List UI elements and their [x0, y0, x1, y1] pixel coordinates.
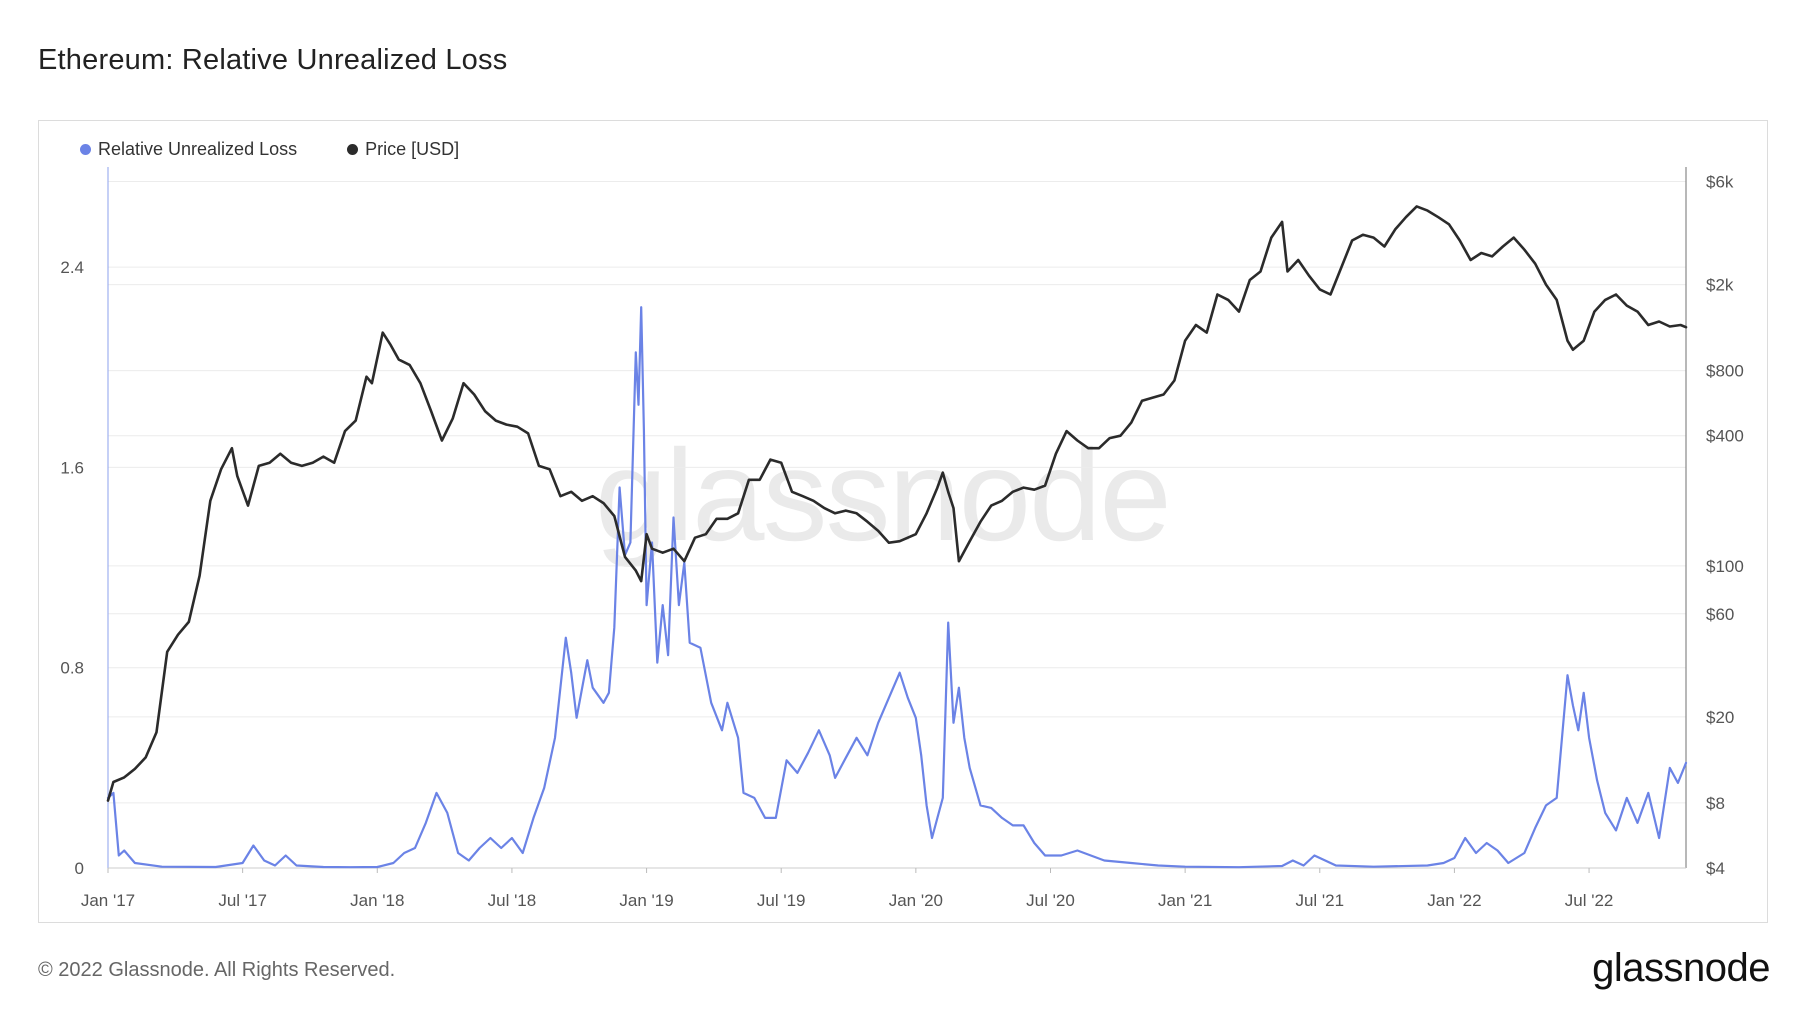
- x-tick-label: Jul '17: [218, 891, 267, 910]
- right-tick-label: $4: [1706, 859, 1725, 878]
- left-tick-label: 2.4: [60, 258, 84, 277]
- x-tick-label: Jul '22: [1565, 891, 1614, 910]
- legend-loss-dot-icon: [80, 144, 91, 155]
- x-tick-label: Jan '22: [1427, 891, 1481, 910]
- x-tick-label: Jan '18: [350, 891, 404, 910]
- right-tick-label: $20: [1706, 708, 1734, 727]
- left-tick-label: 0.8: [60, 659, 84, 678]
- x-tick-label: Jan '19: [619, 891, 673, 910]
- legend-price-label: Price [USD]: [365, 139, 460, 159]
- right-tick-label: $6k: [1706, 172, 1734, 191]
- legend-item-loss[interactable]: Relative Unrealized Loss: [80, 139, 297, 160]
- right-tick-label: $100: [1706, 557, 1744, 576]
- right-tick-label: $400: [1706, 427, 1744, 446]
- x-tick-label: Jul '18: [488, 891, 537, 910]
- legend-price-dot-icon: [347, 144, 359, 155]
- x-tick-label: Jul '21: [1295, 891, 1344, 910]
- left-tick-label: 0: [75, 859, 84, 878]
- x-tick-label: Jan '21: [1158, 891, 1212, 910]
- legend-loss-label: Relative Unrealized Loss: [98, 139, 298, 159]
- left-tick-label: 1.6: [60, 458, 84, 477]
- x-tick-label: Jan '20: [889, 891, 943, 910]
- right-tick-label: $2k: [1706, 276, 1734, 295]
- footer-logo[interactable]: glassnode: [1592, 946, 1770, 990]
- right-tick-label: $60: [1706, 605, 1734, 624]
- legend: Relative Unrealized Loss Price [USD]: [80, 139, 459, 160]
- x-tick-label: Jan '17: [81, 891, 135, 910]
- right-tick-label: $8: [1706, 794, 1725, 813]
- footer-copyright: © 2022 Glassnode. All Rights Reserved.: [38, 959, 396, 981]
- page-title: Ethereum: Relative Unrealized Loss: [38, 44, 508, 76]
- series-line-relative-unrealized-loss: [106, 306, 1688, 869]
- x-tick-label: Jul '20: [1026, 891, 1075, 910]
- right-tick-label: $800: [1706, 362, 1744, 381]
- series-line-price: [106, 205, 1688, 802]
- x-tick-label: Jul '19: [757, 891, 806, 910]
- legend-item-price[interactable]: Price [USD]: [347, 139, 459, 160]
